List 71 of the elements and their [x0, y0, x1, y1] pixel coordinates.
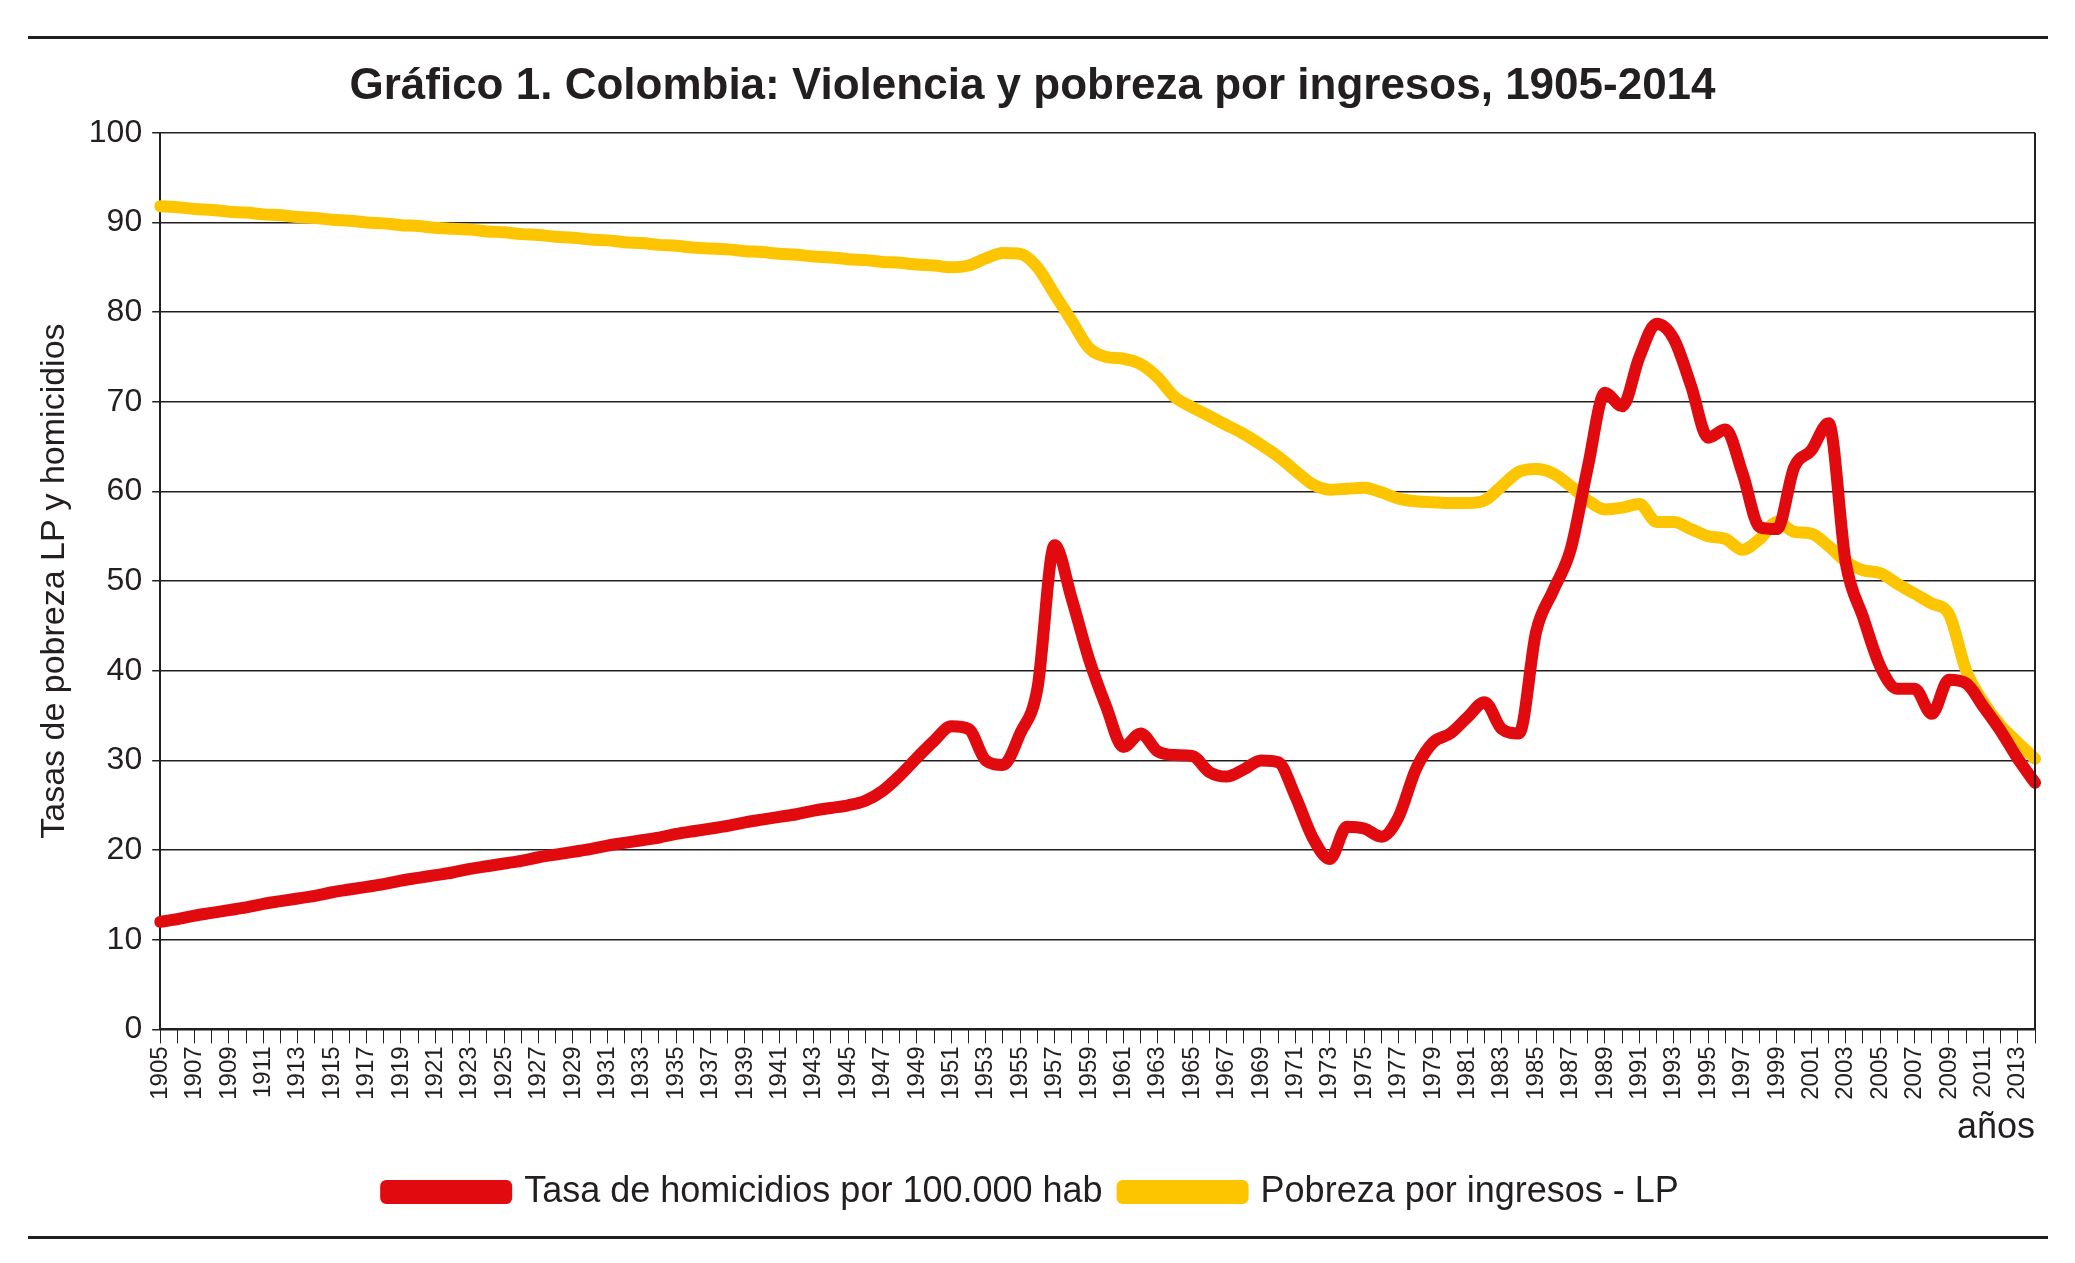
x-tick-label: 1933 — [626, 1046, 654, 1100]
x-tick-label: 1981 — [1452, 1046, 1480, 1100]
x-tick-label: 1945 — [832, 1046, 860, 1100]
x-tick-label: 1941 — [764, 1046, 792, 1100]
y-tick-label: 70 — [106, 381, 143, 418]
x-tick-label: 1967 — [1211, 1046, 1239, 1100]
x-tick-label: 1905 — [144, 1046, 172, 1100]
x-tick-label: 2007 — [1899, 1046, 1927, 1100]
x-tick-label: 1937 — [695, 1046, 723, 1100]
legend-label: Tasa de homicidios por 100.000 hab — [524, 1168, 1103, 1210]
x-tick-label: 1991 — [1624, 1046, 1652, 1100]
x-tick-label: 1997 — [1727, 1046, 1755, 1100]
x-tick-label: 2011 — [1968, 1046, 1996, 1099]
x-tick-label: 2009 — [1933, 1046, 1961, 1100]
y-tick-label: 10 — [106, 919, 143, 956]
x-tick-label: 2001 — [1796, 1046, 1824, 1100]
x-tick-label: 1911 — [248, 1046, 276, 1099]
x-tick-label: 1929 — [557, 1046, 585, 1100]
x-tick-label: 1921 — [420, 1046, 448, 1100]
x-tick-label: 1953 — [970, 1046, 998, 1100]
x-tick-label: 1959 — [1073, 1046, 1101, 1100]
x-tick-label: 1931 — [592, 1046, 620, 1100]
x-tick-label: 1947 — [867, 1046, 895, 1100]
x-tick-label: 1949 — [901, 1046, 929, 1100]
x-tick-label: 1963 — [1142, 1046, 1170, 1100]
y-tick-label: 30 — [106, 740, 143, 777]
x-tick-label: 1995 — [1692, 1046, 1720, 1100]
x-tick-label: 1913 — [282, 1046, 310, 1100]
x-tick-label: 1983 — [1486, 1046, 1514, 1100]
x-tick-label: 1951 — [936, 1046, 964, 1100]
y-tick-label: 50 — [106, 560, 143, 597]
x-tick-label: 1975 — [1348, 1046, 1376, 1100]
y-tick-label: 80 — [106, 291, 143, 328]
x-tick-label: 1919 — [385, 1046, 413, 1100]
y-tick-label: 100 — [88, 112, 143, 149]
x-tick-label: 2013 — [2002, 1046, 2030, 1100]
chart-title: Gráfico 1. Colombia: Violencia y pobreza por ingresos, 1905-2014 — [349, 58, 1717, 108]
x-axis-title: años — [1956, 1105, 2035, 1147]
x-tick-label: 2005 — [1864, 1046, 1892, 1100]
x-tick-label: 1993 — [1658, 1046, 1686, 1100]
x-tick-label: 1987 — [1555, 1046, 1583, 1100]
x-tick-label: 1917 — [351, 1046, 379, 1100]
x-tick-label: 1973 — [1314, 1046, 1342, 1100]
x-tick-label: 1971 — [1280, 1046, 1308, 1100]
x-tick-label: 1977 — [1383, 1046, 1411, 1100]
x-tick-label: 1909 — [213, 1046, 241, 1100]
y-tick-label: 60 — [106, 471, 143, 508]
x-tick-label: 1999 — [1761, 1046, 1789, 1100]
x-tick-label: 1935 — [660, 1046, 688, 1100]
y-tick-label: 0 — [124, 1009, 143, 1046]
x-tick-label: 1955 — [1004, 1046, 1032, 1100]
x-tick-label: 1907 — [179, 1046, 207, 1100]
x-tick-label: 1989 — [1589, 1046, 1617, 1100]
x-tick-label: 1927 — [523, 1046, 551, 1100]
x-tick-label: 1915 — [316, 1046, 344, 1100]
x-tick-label: 1985 — [1520, 1046, 1548, 1100]
x-tick-label: 1979 — [1417, 1046, 1445, 1100]
y-axis-title: Tasas de pobreza LP y homicidios — [32, 323, 71, 839]
x-tick-label: 1965 — [1176, 1046, 1204, 1100]
y-tick-label: 20 — [106, 829, 143, 866]
y-tick-label: 40 — [106, 650, 143, 687]
x-tick-label: 1923 — [454, 1046, 482, 1100]
x-tick-label: 1969 — [1245, 1046, 1273, 1100]
x-tick-label: 1925 — [488, 1046, 516, 1100]
x-tick-label: 1961 — [1108, 1046, 1136, 1100]
x-tick-label: 2003 — [1830, 1046, 1858, 1100]
x-tick-label: 1939 — [729, 1046, 757, 1100]
x-tick-label: 1957 — [1039, 1046, 1067, 1100]
legend-label: Pobreza por ingresos - LP — [1260, 1168, 1679, 1210]
y-tick-label: 90 — [106, 202, 143, 239]
x-tick-label: 1943 — [798, 1046, 826, 1100]
